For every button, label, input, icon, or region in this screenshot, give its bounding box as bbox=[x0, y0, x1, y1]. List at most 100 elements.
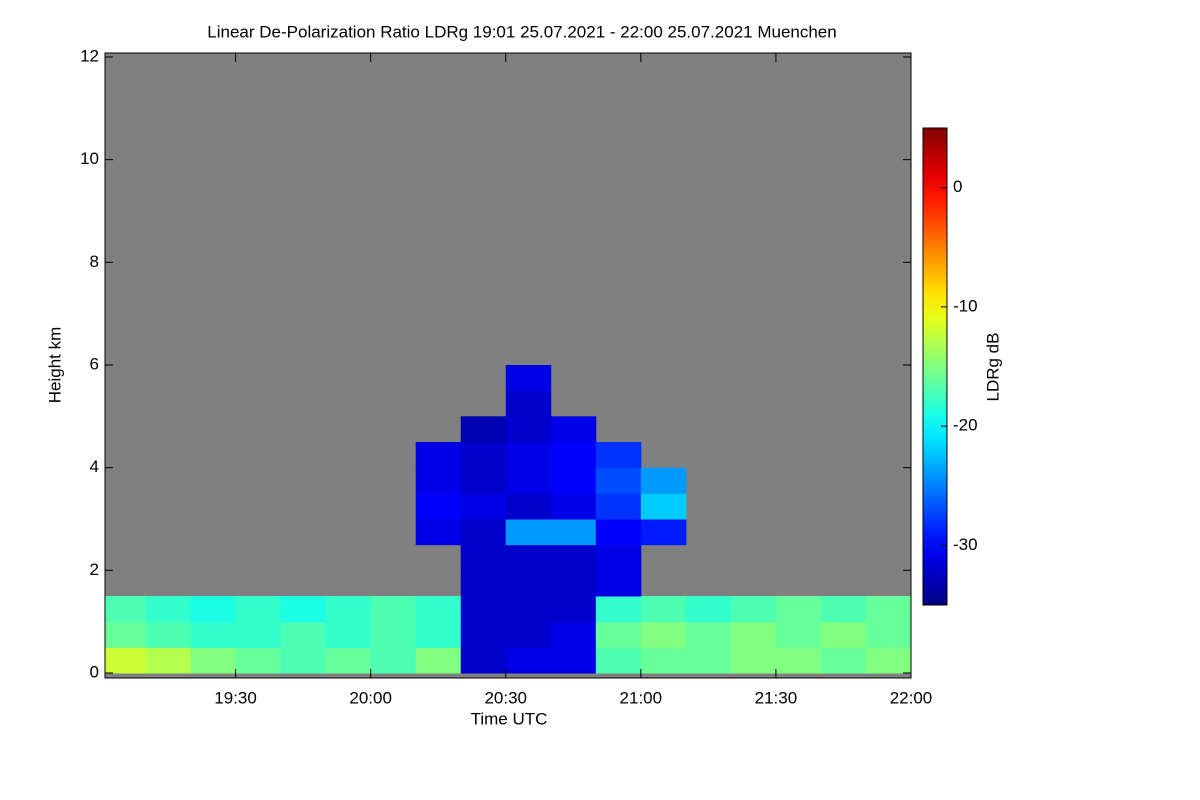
x-tick-label: 21:30 bbox=[755, 688, 798, 707]
heatmap-cell bbox=[505, 493, 552, 520]
x-tick-label: 22:00 bbox=[890, 688, 933, 707]
heatmap-cell bbox=[550, 416, 597, 443]
heatmap-cell bbox=[460, 442, 507, 469]
heatmap-cell bbox=[550, 442, 597, 469]
heatmap-cell bbox=[640, 596, 687, 623]
heatmap-cell bbox=[235, 621, 282, 648]
x-tick-label: 20:30 bbox=[484, 688, 527, 707]
heatmap-cell bbox=[505, 596, 552, 623]
heatmap-cell bbox=[595, 621, 642, 648]
heatmap-cell bbox=[730, 621, 777, 648]
heatmap-cell bbox=[505, 442, 552, 469]
heatmap-cell bbox=[460, 596, 507, 623]
heatmap-cell bbox=[775, 596, 822, 623]
heatmap-cell bbox=[595, 570, 642, 597]
heatmap-cell bbox=[820, 621, 867, 648]
heatmap-cell bbox=[505, 365, 552, 392]
heatmap-cell bbox=[865, 621, 912, 648]
heatmap-cell bbox=[550, 467, 597, 494]
x-tick-label: 20:00 bbox=[349, 688, 392, 707]
heatmap-cell bbox=[460, 621, 507, 648]
heatmap-cell bbox=[595, 544, 642, 571]
heatmap-cell bbox=[820, 647, 867, 674]
heatmap-cell bbox=[550, 544, 597, 571]
heatmap-cell bbox=[685, 647, 732, 674]
heatmap-cell bbox=[325, 596, 372, 623]
heatmap-cell bbox=[865, 596, 912, 623]
heatmap-cell bbox=[460, 467, 507, 494]
heatmap-cell bbox=[415, 442, 462, 469]
y-tick-label: 4 bbox=[90, 457, 99, 476]
heatmap-cell bbox=[775, 621, 822, 648]
heatmap-cell bbox=[370, 621, 417, 648]
heatmap-cell bbox=[460, 519, 507, 546]
heatmap-cell bbox=[820, 596, 867, 623]
heatmap-cell bbox=[235, 647, 282, 674]
heatmap-cell bbox=[280, 621, 327, 648]
heatmap-cell bbox=[775, 647, 822, 674]
heatmap-cell bbox=[415, 519, 462, 546]
x-tick-label: 21:00 bbox=[620, 688, 663, 707]
heatmap-cell bbox=[640, 647, 687, 674]
heatmap-cell bbox=[550, 493, 597, 520]
heatmap-cell bbox=[370, 647, 417, 674]
y-tick-label: 12 bbox=[80, 46, 99, 65]
heatmap-cell bbox=[235, 596, 282, 623]
colorbar-tick-label: 0 bbox=[953, 177, 962, 196]
heatmap-cell bbox=[505, 570, 552, 597]
heatmap-cell bbox=[145, 621, 192, 648]
heatmap-cell bbox=[325, 621, 372, 648]
heatmap-cell bbox=[460, 416, 507, 443]
y-tick-label: 2 bbox=[90, 560, 99, 579]
heatmap-cell bbox=[415, 596, 462, 623]
heatmap-cell bbox=[190, 596, 237, 623]
heatmap-cell bbox=[595, 519, 642, 546]
heatmap-cell bbox=[595, 596, 642, 623]
y-tick-label: 6 bbox=[90, 354, 99, 373]
y-axis-label: Height km bbox=[45, 327, 64, 404]
heatmap-cell bbox=[105, 647, 147, 674]
heatmap-cell bbox=[460, 570, 507, 597]
heatmap-cell bbox=[595, 493, 642, 520]
y-tick-label: 8 bbox=[90, 252, 99, 271]
heatmap-cell bbox=[550, 519, 597, 546]
colorbar-tick-label: -10 bbox=[953, 296, 978, 315]
heatmap-cell bbox=[595, 442, 642, 469]
heatmap-cell bbox=[415, 467, 462, 494]
heatmap-cell bbox=[730, 596, 777, 623]
heatmap-cell bbox=[505, 467, 552, 494]
heatmap-cell bbox=[505, 544, 552, 571]
heatmap-cell bbox=[280, 647, 327, 674]
heatmap-cell bbox=[640, 467, 687, 494]
heatmap-cell bbox=[505, 621, 552, 648]
heatmap-cell bbox=[640, 519, 687, 546]
heatmap-cell bbox=[105, 596, 147, 623]
heatmap-cell bbox=[595, 467, 642, 494]
colorbar-tick-label: -20 bbox=[953, 416, 978, 435]
colorbar-tick-label: -30 bbox=[953, 535, 978, 554]
heatmap-cell bbox=[595, 647, 642, 674]
heatmap-cell bbox=[505, 416, 552, 443]
heatmap-cell bbox=[415, 647, 462, 674]
heatmap-cell bbox=[145, 596, 192, 623]
heatmap-cell bbox=[550, 621, 597, 648]
x-tick-label: 19:30 bbox=[214, 688, 257, 707]
colorbar-label: LDRg dB bbox=[983, 333, 1002, 402]
heatmap-cell bbox=[105, 621, 147, 648]
x-axis-label: Time UTC bbox=[471, 709, 548, 728]
heatmap-cell bbox=[685, 596, 732, 623]
heatmap-cell bbox=[505, 390, 552, 417]
heatmap-cell bbox=[325, 647, 372, 674]
chart-title: Linear De-Polarization Ratio LDRg 19:01 … bbox=[207, 22, 836, 41]
heatmap-cell bbox=[145, 647, 192, 674]
heatmap-cell bbox=[640, 621, 687, 648]
heatmap-cell bbox=[190, 621, 237, 648]
heatmap-cell bbox=[550, 596, 597, 623]
heatmap-cell bbox=[415, 493, 462, 520]
heatmap-cell bbox=[505, 647, 552, 674]
heatmap-cell bbox=[550, 570, 597, 597]
heatmap-cell bbox=[370, 596, 417, 623]
heatmap-cell bbox=[730, 647, 777, 674]
colorbar bbox=[922, 127, 948, 606]
